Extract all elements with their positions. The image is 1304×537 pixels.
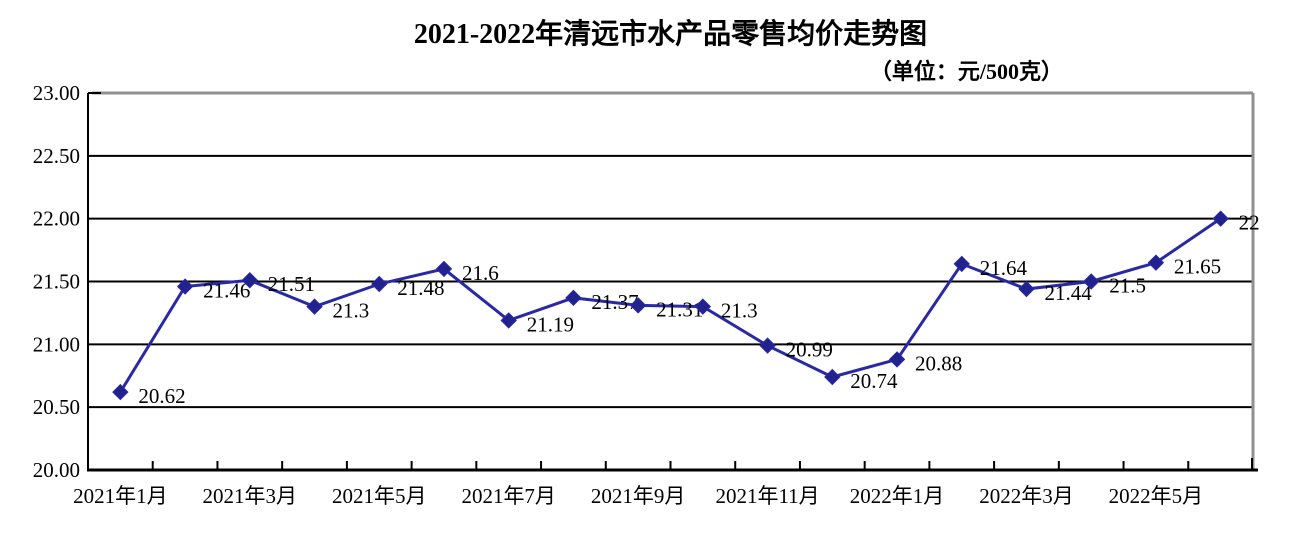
x-tick-label: 2021年5月 [332,484,427,508]
data-point-label: 20.88 [915,351,962,375]
data-point-label: 21.51 [268,272,315,296]
data-point-label: 21.19 [527,312,574,336]
data-point-label: 21.37 [591,290,638,314]
data-point-label: 21.46 [203,279,250,303]
unit-label: （单位：元/500克） [869,59,1063,84]
y-tick-label: 22.00 [33,207,80,231]
data-point-label: 21.44 [1044,281,1092,305]
y-tick-label: 21.50 [33,270,80,294]
x-tick-label: 2021年7月 [461,484,556,508]
data-point-marker [565,289,582,307]
x-tick-label: 2021年9月 [591,484,686,508]
data-point-label: 21.6 [462,261,499,285]
data-point-marker [435,260,453,278]
trend-line [119,217,1222,393]
data-point-label: 21.64 [980,256,1028,280]
data-point-label: 21.65 [1174,255,1221,279]
data-point-label: 21.3 [333,299,370,323]
y-tick-label: 20.50 [33,395,80,419]
y-tick-label: 22.50 [33,144,80,168]
data-point-marker [694,298,712,315]
data-point-label: 21.31 [656,297,703,321]
y-tick-label: 23.00 [33,81,80,105]
y-tick-label: 20.00 [33,458,80,482]
data-point-label: 20.74 [850,369,898,393]
x-tick-label: 2021年3月 [203,484,298,508]
data-point-label: 20.99 [786,338,833,362]
x-tick-label: 2022年1月 [850,484,945,508]
data-point-label: 22 [1239,211,1260,235]
data-point-marker [1212,210,1229,227]
data-point-marker [1082,273,1100,290]
data-point-marker [176,278,194,295]
data-point-marker [112,383,129,401]
x-tick-label: 2021年1月 [73,484,168,508]
data-point-label: 21.48 [397,276,444,300]
data-point-marker [629,297,647,314]
data-point-label: 21.3 [721,299,758,323]
data-point-label: 21.5 [1109,274,1146,298]
data-point-marker [824,368,841,386]
data-point-marker [759,337,776,354]
data-point-marker [371,275,388,293]
x-tick-label: 2021年11月 [715,484,819,508]
data-point-marker [953,255,970,273]
chart-title: 2021-2022年清远市水产品零售均价走势图 [413,19,928,50]
data-point-marker [306,298,323,315]
data-point-marker [1018,280,1035,298]
data-point-label: 20.62 [138,384,185,408]
x-tick-label: 2022年5月 [1109,484,1204,508]
y-tick-label: 21.00 [33,332,80,356]
x-tick-label: 2022年3月 [979,484,1074,508]
data-point-marker [888,351,906,368]
data-point-marker [500,312,517,329]
data-point-marker [1147,254,1165,271]
data-point-marker [241,272,259,289]
